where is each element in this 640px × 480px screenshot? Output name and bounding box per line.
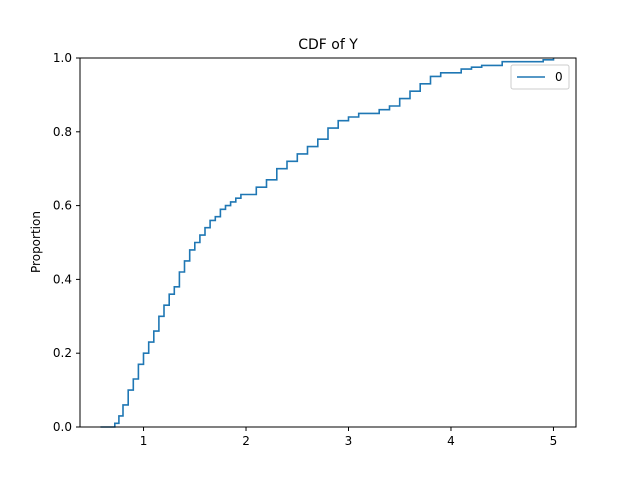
y-axis-ticks: 0.0 0.2 0.4 0.6 0.8 1.0	[53, 51, 80, 434]
series-layer	[100, 58, 555, 428]
legend: 0	[510, 64, 570, 90]
x-tick-label: 4	[447, 434, 455, 448]
y-tick-label: 0.2	[53, 346, 72, 360]
y-axis-label: Proportion	[29, 211, 43, 273]
x-tick-label: 3	[345, 434, 353, 448]
y-tick-label: 0.4	[53, 272, 72, 286]
series-line-0	[100, 58, 555, 428]
y-tick-label: 0.6	[53, 199, 72, 213]
x-tick-label: 5	[550, 434, 558, 448]
y-tick-label: 0.0	[53, 420, 72, 434]
legend-label: 0	[555, 70, 563, 84]
x-tick-label: 1	[140, 434, 148, 448]
x-axis-ticks: 1 2 3 4 5	[140, 427, 558, 448]
y-tick-label: 1.0	[53, 51, 72, 65]
plot-background	[80, 58, 576, 427]
x-tick-label: 2	[242, 434, 250, 448]
y-tick-label: 0.8	[53, 125, 72, 139]
chart-title: CDF of Y	[298, 37, 358, 53]
axes-frame	[79, 57, 577, 428]
